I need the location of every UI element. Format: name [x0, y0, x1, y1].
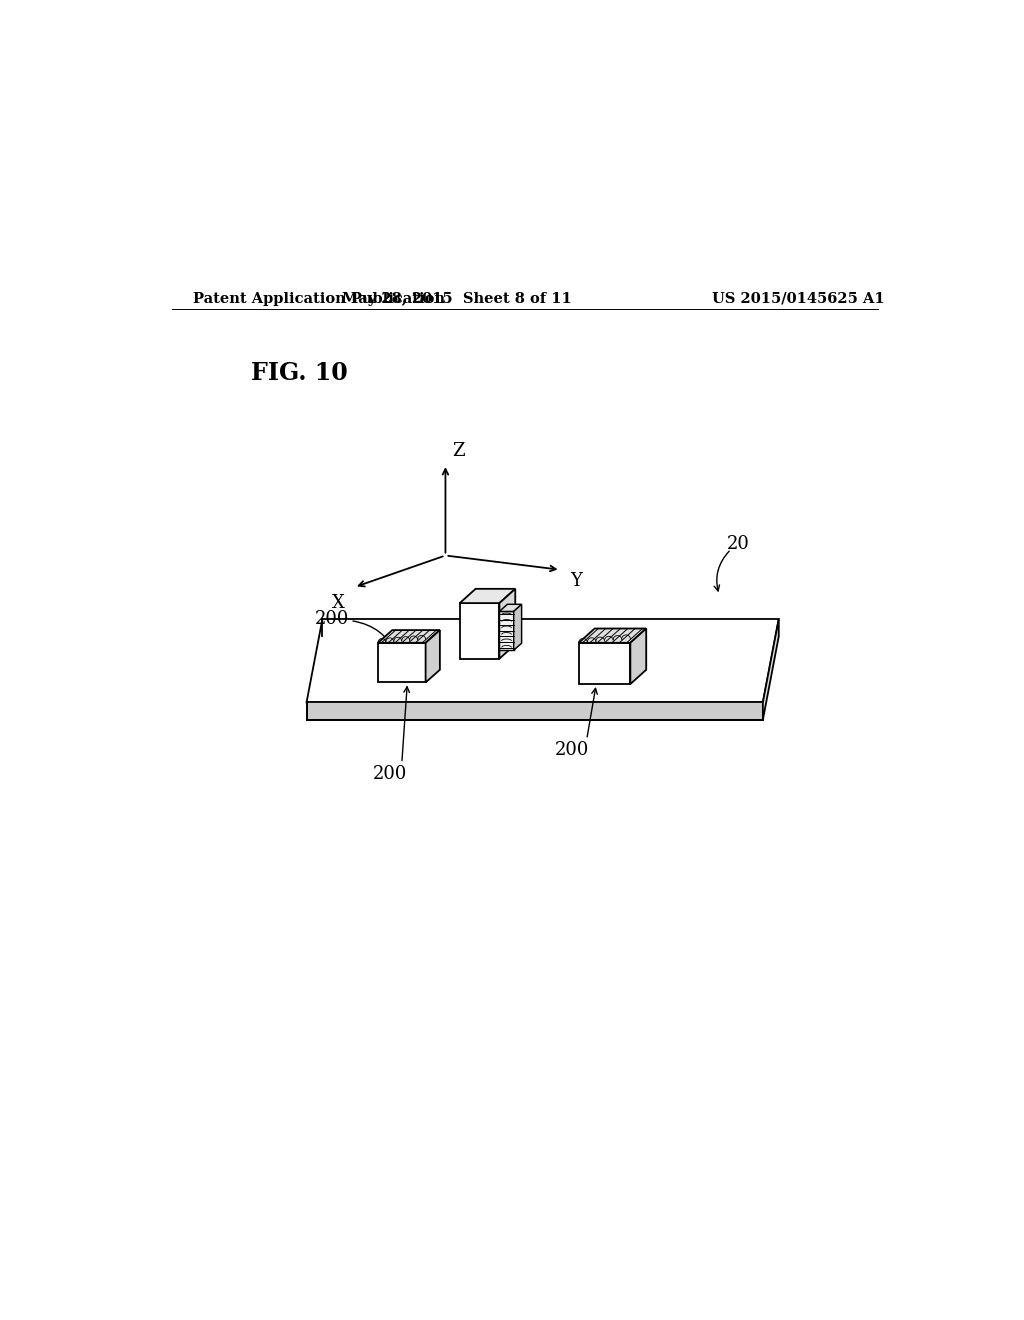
Polygon shape [306, 702, 763, 719]
Polygon shape [500, 611, 514, 651]
Text: 200: 200 [555, 741, 590, 759]
Text: X: X [332, 594, 345, 611]
Polygon shape [631, 628, 646, 684]
Polygon shape [460, 603, 500, 659]
Text: Y: Y [570, 572, 582, 590]
Polygon shape [579, 643, 631, 684]
Polygon shape [514, 605, 521, 651]
Text: FIG. 10: FIG. 10 [251, 360, 348, 385]
Polygon shape [579, 628, 646, 643]
Polygon shape [378, 643, 426, 682]
Polygon shape [426, 630, 440, 682]
Text: 200: 200 [314, 610, 349, 628]
Text: May 28, 2015  Sheet 8 of 11: May 28, 2015 Sheet 8 of 11 [342, 292, 572, 306]
Text: Z: Z [452, 442, 465, 461]
Polygon shape [460, 589, 515, 603]
Polygon shape [306, 619, 778, 702]
Polygon shape [763, 619, 778, 719]
Text: US 2015/0145625 A1: US 2015/0145625 A1 [713, 292, 885, 306]
Text: 200: 200 [373, 764, 408, 783]
Text: 20: 20 [727, 535, 750, 553]
Text: Patent Application Publication: Patent Application Publication [194, 292, 445, 306]
Polygon shape [378, 630, 440, 643]
Polygon shape [500, 589, 515, 659]
Polygon shape [500, 605, 521, 611]
